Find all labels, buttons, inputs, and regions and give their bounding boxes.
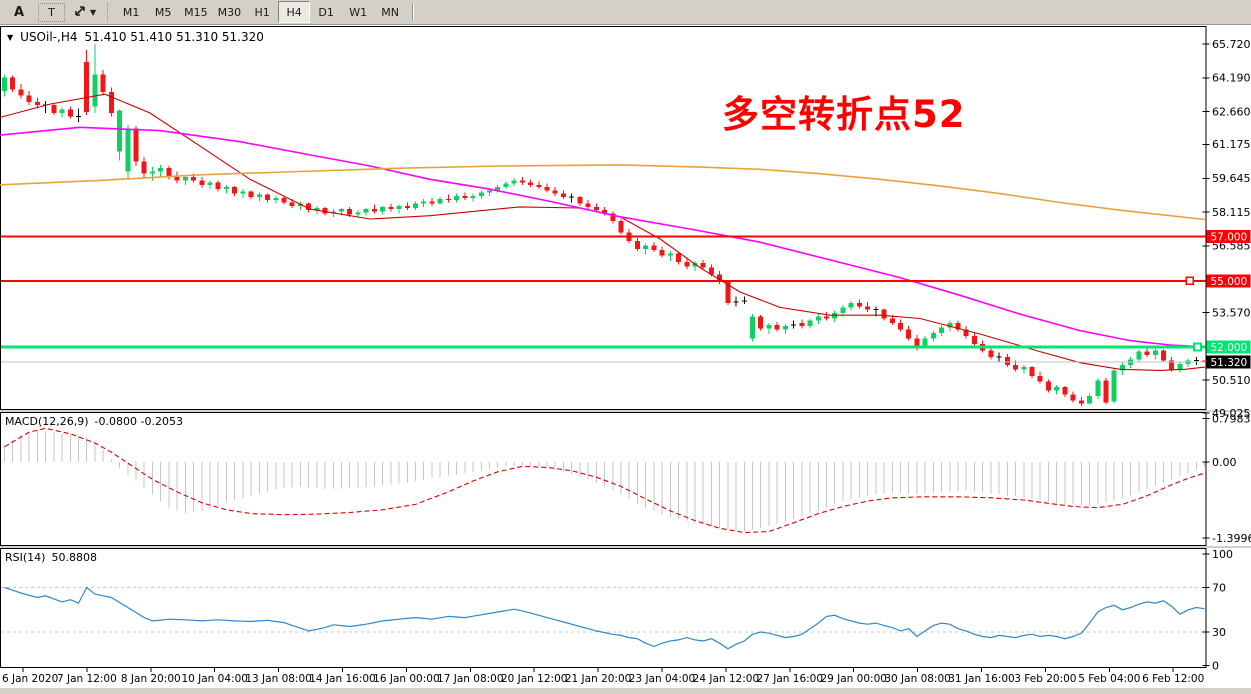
svg-text:8 Jan 20:00: 8 Jan 20:00 [121,673,181,685]
rsi-level-lines [1,586,1206,633]
timeframe-button-m30[interactable]: M30 [217,5,242,19]
svg-text:0.00: 0.00 [1212,456,1237,469]
svg-text:50.510: 50.510 [1212,374,1251,387]
macd-signal-line [4,427,1205,534]
chart-annotation-text: 多空转折点52 [722,93,966,136]
symbol-name: USOil-,H4 [20,30,78,44]
timeframe-button-m15[interactable]: M15 [184,5,208,19]
svg-text:27 Jan 16:00: 27 Jan 16:00 [757,673,823,685]
svg-text:65.720: 65.720 [1212,38,1251,51]
svg-text:17 Jan 08:00: 17 Jan 08:00 [437,673,503,685]
svg-text:64.190: 64.190 [1212,72,1251,85]
panel-splitters[interactable] [0,410,1251,548]
timeframe-button-mn[interactable]: MN [381,5,400,19]
window-bottom-edge [0,688,1251,694]
svg-text:70: 70 [1212,581,1226,594]
toolbar-separator [412,3,415,21]
price-badge-57.000: 57.000 [1206,230,1251,244]
svg-text:-1.3996: -1.3996 [1212,532,1251,545]
timeframe-button-h4[interactable]: H4 [278,1,311,23]
price-axis-labels: 65.720 64.190 62.660 61.175 59.645 58.115 56.5… [1202,38,1251,420]
macd-name: MACD(12,26,9) [5,415,89,428]
svg-text:53.570: 53.570 [1212,306,1251,319]
svg-text:57.000: 57.000 [1211,232,1248,244]
svg-text:20 Jan 12:00: 20 Jan 12:00 [501,673,567,685]
svg-text:14 Jan 16:00: 14 Jan 16:00 [309,673,375,685]
text-tool-button[interactable]: T [38,2,65,22]
timeframe-button-w1[interactable]: W1 [349,5,368,19]
svg-text:49.025: 49.025 [1212,407,1251,420]
svg-text:5 Feb 04:00: 5 Feb 04:00 [1078,673,1140,685]
svg-text:55.000: 55.000 [1211,276,1248,288]
toolbar-grip [107,3,109,21]
panel-borders [0,26,1207,668]
svg-text:51.320: 51.320 [1211,357,1248,369]
text-label-tool-button[interactable]: A [13,4,25,20]
price-badge-52.000: 52.000 [1206,340,1251,354]
arrow-objects-dropdown[interactable]: ▼ [68,1,101,23]
chart-canvas: 65.720 64.190 62.660 61.175 59.645 58.115 56.5… [0,26,1251,685]
ma-fast-line [0,93,1206,371]
toolbar: A T ▼ M1 M5 M15 M30 H1 H4 D1 W1 MN [0,0,1251,25]
svg-text:24 Jan 12:00: 24 Jan 12:00 [693,673,759,685]
timeframe-button-m5[interactable]: M5 [154,5,172,19]
svg-text:61.175: 61.175 [1212,138,1251,151]
chart-area[interactable]: 65.720 64.190 62.660 61.175 59.645 58.115 56.5… [0,25,1251,694]
svg-text:6 Jan 2020: 6 Jan 2020 [2,673,58,685]
macd-indicator-label: MACD(12,26,9) -0.0800 -0.2053 [5,415,183,428]
price-badge-55.000: 55.000 [1206,274,1251,288]
svg-text:7 Jan 12:00: 7 Jan 12:00 [57,673,117,685]
symbol-ohlc-values: 51.410 51.410 51.310 51.320 [84,30,264,44]
svg-text:10 Jan 04:00: 10 Jan 04:00 [181,673,247,685]
timeframe-button-h1[interactable]: H1 [254,5,270,19]
svg-text:16 Jan 00:00: 16 Jan 00:00 [373,673,439,685]
svg-text:13 Jan 08:00: 13 Jan 08:00 [245,673,311,685]
svg-text:30: 30 [1212,626,1226,639]
symbol-title: ▼ USOil-,H4 51.410 51.410 51.310 51.320 [7,30,264,44]
svg-text:6 Feb 12:00: 6 Feb 12:00 [1142,673,1204,685]
macd-values: -0.0800 -0.2053 [94,415,183,428]
timeframe-button-m1[interactable]: M1 [122,5,140,19]
ma-mid-line [0,126,1206,348]
svg-text:30 Jan 08:00: 30 Jan 08:00 [884,673,950,685]
rsi-axis-labels: 100 70 30 0 [1202,548,1233,672]
timeframe-button-d1[interactable]: D1 [318,5,334,19]
svg-text:59.645: 59.645 [1212,172,1251,185]
svg-text:100: 100 [1212,548,1233,561]
ma-slow-line [0,164,1206,221]
double-arrow-icon [73,3,88,21]
svg-text:0.7983: 0.7983 [1212,412,1251,425]
rsi-line [4,586,1205,650]
svg-text:29 Jan 00:00: 29 Jan 00:00 [820,673,886,685]
rsi-values: 50.8808 [51,551,97,564]
svg-text:56.585: 56.585 [1212,240,1251,253]
svg-text:21 Jan 20:00: 21 Jan 20:00 [565,673,631,685]
svg-text:62.660: 62.660 [1212,105,1251,118]
price-badge-51.320: 51.320 [1206,355,1251,369]
svg-text:3 Feb 20:00: 3 Feb 20:00 [1014,673,1076,685]
chart-dropdown-triangle-icon[interactable]: ▼ [7,32,14,42]
svg-text:31 Jan 16:00: 31 Jan 16:00 [948,673,1014,685]
horizontal-levels[interactable] [1,235,1206,363]
candles-layer [2,44,1208,406]
dropdown-caret-icon: ▼ [90,7,97,17]
svg-text:0: 0 [1212,659,1219,672]
rsi-indicator-label: RSI(14) 50.8808 [5,551,97,564]
macd-histogram [4,430,1206,532]
svg-text:58.115: 58.115 [1212,206,1251,219]
macd-axis-labels: 0.7983 0.00 -1.3996 [1202,412,1251,545]
rsi-name: RSI(14) [5,551,46,564]
svg-text:23 Jan 04:00: 23 Jan 04:00 [629,673,695,685]
svg-text:52.000: 52.000 [1211,342,1248,354]
price-badges: 57.000 55.000 52.000 51.320 [1206,230,1251,369]
